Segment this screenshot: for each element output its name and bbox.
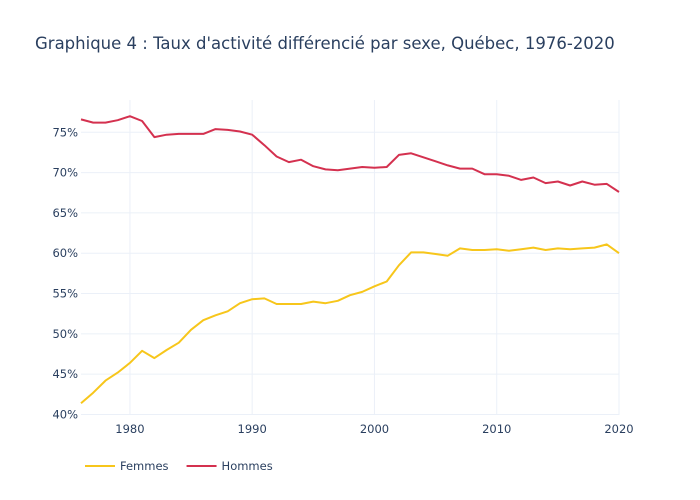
legend-label: Femmes [120, 459, 169, 473]
series-lines [80, 115, 620, 404]
legend-item-hommes[interactable]: Hommes [186, 459, 273, 473]
x-tick-label: 2010 [482, 422, 511, 436]
y-tick-label: 75% [52, 125, 78, 139]
y-tick-label: 45% [52, 367, 78, 381]
y-tick-label: 70% [52, 166, 78, 180]
grid-lines [81, 100, 620, 415]
legend: Femmes Hommes [85, 459, 273, 473]
x-tick-label: 1990 [238, 422, 267, 436]
y-tick-label: 55% [52, 287, 78, 301]
x-axis-ticks: 1980 1990 2000 2010 2020 [115, 422, 633, 436]
x-tick-label: 2000 [360, 422, 389, 436]
x-tick-label: 1980 [115, 422, 144, 436]
chart-title: Graphique 4 : Taux d'activité différenci… [35, 34, 615, 53]
x-tick-label: 2020 [604, 422, 633, 436]
y-axis-ticks: 40% 45% 50% 55% 60% 65% 70% 75% [52, 125, 78, 421]
series-line-femmes [80, 243, 620, 404]
y-tick-label: 65% [52, 206, 78, 220]
legend-item-femmes[interactable]: Femmes [85, 459, 169, 473]
y-tick-label: 60% [52, 246, 78, 260]
series-line-hommes [80, 115, 620, 193]
y-tick-label: 50% [52, 327, 78, 341]
y-tick-label: 40% [52, 408, 78, 422]
legend-label: Hommes [222, 459, 273, 473]
